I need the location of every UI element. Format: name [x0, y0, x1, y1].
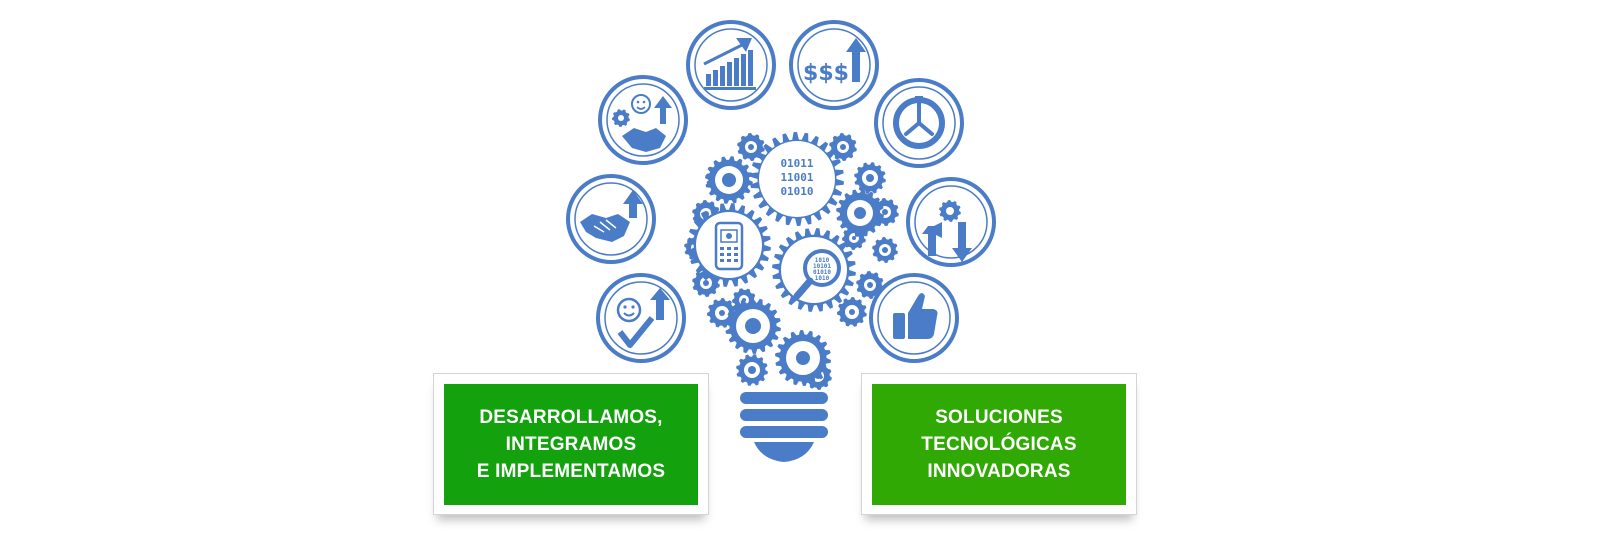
lightbulb-gears-icon: 01011 11001 01010 1010 10101 01010 1010 [684, 132, 899, 462]
gear-hub [840, 144, 846, 150]
right-green-panel: SOLUCIONES TECNOLÓGICAS INNOVADORAS [872, 384, 1126, 505]
dollar-increase-icon: $$$ [789, 20, 879, 110]
bulb-base-icon [740, 392, 828, 462]
bar-chart-growth-icon [686, 20, 776, 110]
gear-hub [748, 366, 756, 374]
gear-hub [867, 282, 873, 288]
gear-hub [703, 280, 709, 286]
gear-hub [748, 144, 754, 150]
handshake-growth-icon [566, 174, 656, 264]
binary-line: 01011 [780, 157, 813, 170]
smile-check-growth-icon [596, 273, 686, 363]
gear-direction-arrows-icon [906, 177, 996, 267]
left-panel-line: E IMPLEMENTAMOS [476, 461, 666, 482]
clock-icon [874, 78, 964, 168]
binary-line: 11001 [780, 171, 813, 184]
gear-hub [849, 309, 855, 315]
magnifier-bits: 01010 [813, 269, 831, 276]
binary-code-icon: 01011 11001 01010 [780, 157, 813, 198]
bulb-gears [684, 132, 899, 390]
gear-hub [796, 351, 810, 365]
left-green-panel: DESARROLLAMOS, INTEGRAMOS E IMPLEMENTAMO… [444, 384, 698, 505]
gear-hole [946, 207, 954, 215]
gear-hole [618, 115, 624, 121]
magnifier-bits: 1010 [815, 257, 830, 264]
smartphone-settings-icon [714, 221, 744, 271]
right-panel-line: TECNOLÓGICAS [921, 434, 1077, 455]
gear-smile-handshake-icon [598, 75, 688, 165]
gear-hub [745, 318, 761, 334]
left-panel-line: DESARROLLAMOS, [479, 407, 663, 428]
magnifier-data-icon: 1010 10101 01010 1010 [793, 249, 841, 300]
right-text-card: SOLUCIONES TECNOLÓGICAS INNOVADORAS [861, 373, 1137, 515]
magnifier-bits: 1010 [815, 275, 830, 282]
gear-hub [722, 173, 736, 187]
gear-hole [759, 141, 835, 217]
magnifier-bits: 10101 [813, 263, 831, 270]
gear-hub [852, 236, 856, 240]
gear-hub [866, 174, 874, 182]
right-panel-line: SOLUCIONES [935, 407, 1063, 428]
gear-hub [882, 247, 888, 253]
gear-hub [882, 209, 888, 215]
left-text-card: DESARROLLAMOS, INTEGRAMOS E IMPLEMENTAMO… [433, 373, 709, 515]
thumbs-up-icon [869, 273, 959, 363]
gear-hub [719, 310, 725, 316]
left-panel-line: INTEGRAMOS [505, 434, 637, 455]
binary-line: 01010 [780, 185, 813, 198]
gear-hub [854, 207, 866, 219]
dollar-signs: $$$ [803, 61, 849, 86]
right-panel-line: INNOVADORAS [927, 461, 1071, 482]
